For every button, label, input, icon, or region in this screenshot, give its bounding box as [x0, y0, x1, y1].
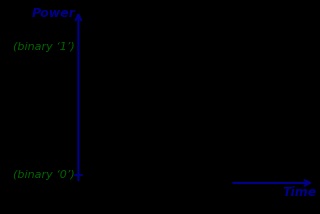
Text: Power: Power: [32, 7, 76, 21]
Text: Time: Time: [283, 186, 317, 199]
Text: (binary ‘1’): (binary ‘1’): [13, 42, 75, 52]
Text: (binary ‘0’): (binary ‘0’): [13, 171, 75, 180]
